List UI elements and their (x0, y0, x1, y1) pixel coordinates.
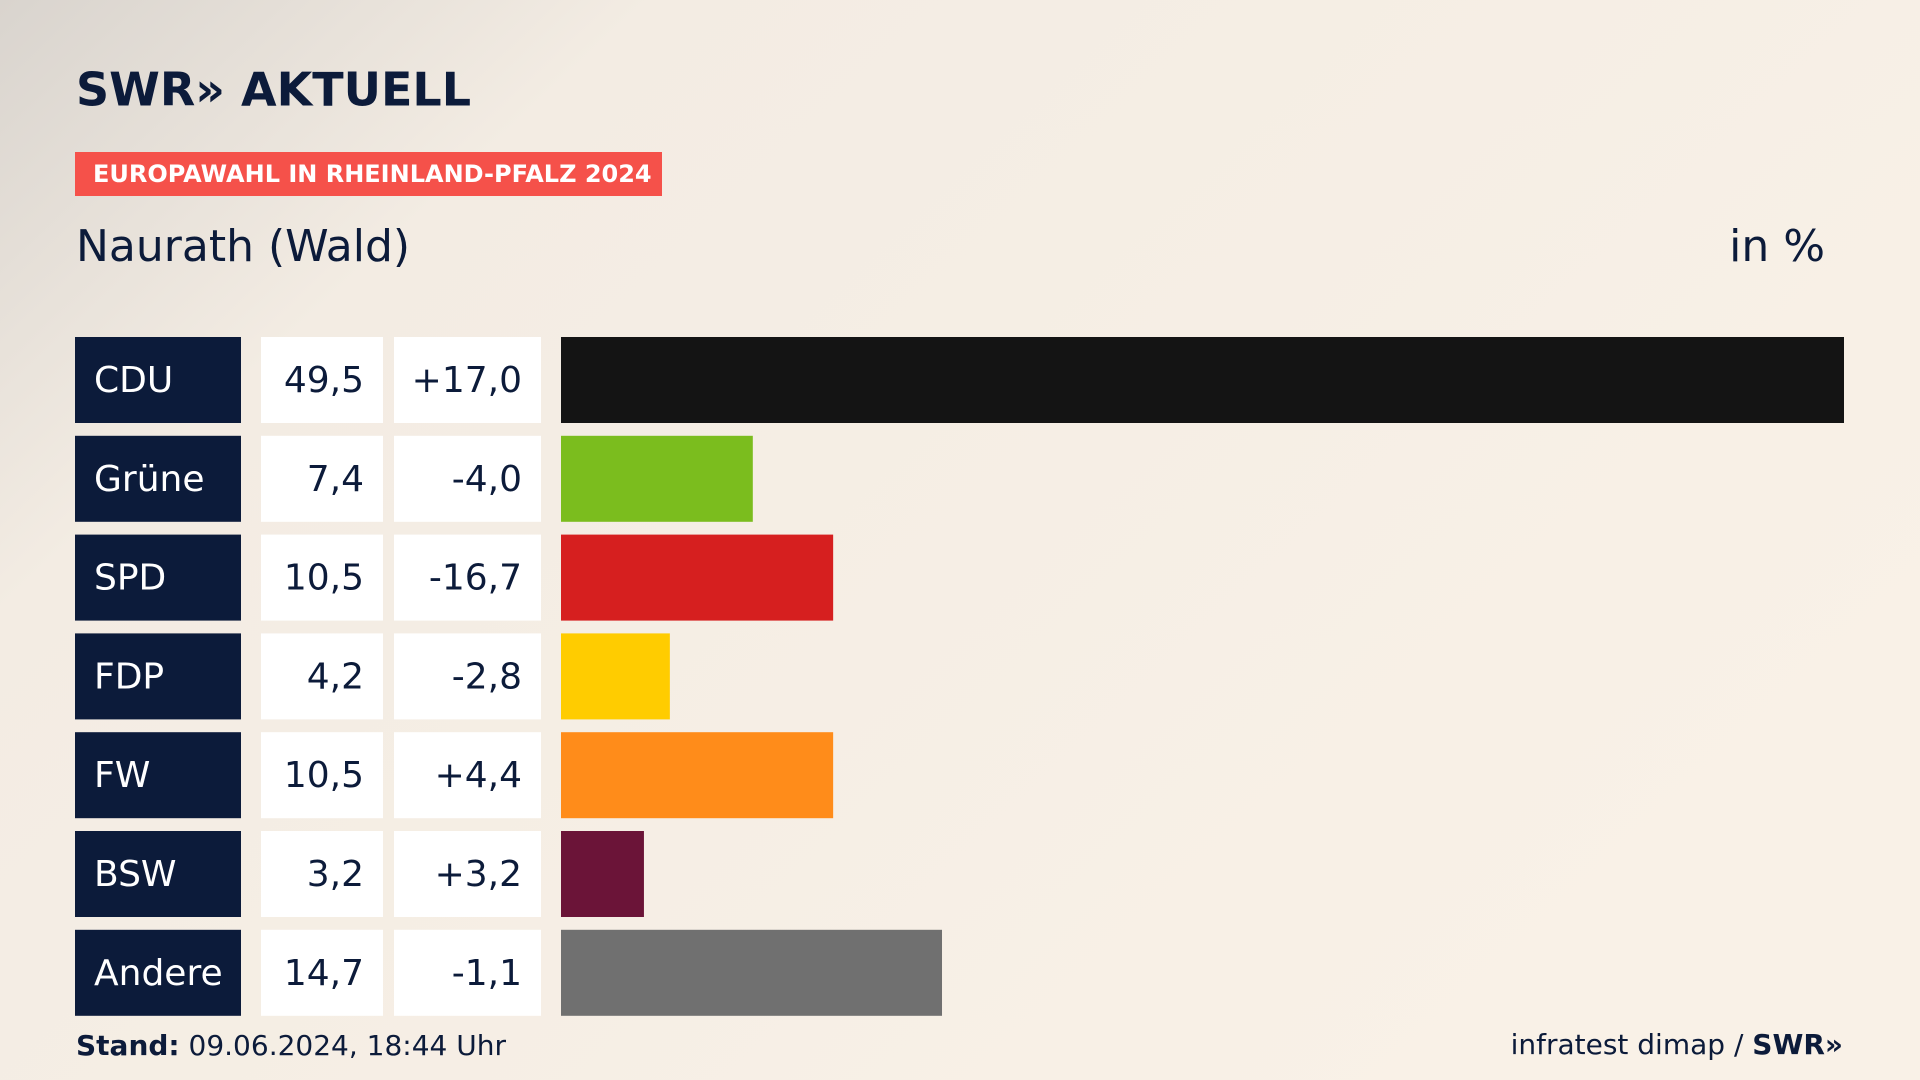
value-label: 4,2 (307, 656, 364, 697)
bar (561, 929, 943, 1016)
value-cell (261, 831, 383, 917)
change-label: +17,0 (412, 360, 522, 401)
party-cell (75, 337, 241, 423)
value-cell (261, 337, 383, 423)
value-label: 3,2 (307, 854, 364, 895)
bar (561, 831, 644, 917)
source-brand: SWR» (1752, 1028, 1843, 1061)
change-cell (394, 633, 541, 720)
value-cell (261, 435, 383, 522)
party-label: CDU (94, 360, 173, 401)
party-cell (75, 633, 241, 720)
change-label: -2,8 (452, 656, 522, 697)
change-cell (394, 534, 541, 621)
party-label: Grüne (94, 459, 204, 500)
party-cell (75, 435, 241, 522)
change-label: +3,2 (435, 854, 522, 895)
tag: EUROPAWAHL IN RHEINLAND-PFALZ 2024 (93, 160, 652, 188)
party-label: Andere (94, 953, 223, 994)
unit-label: in % (1729, 221, 1825, 272)
footer-stand: Stand: 09.06.2024, 18:44 Uhr (76, 1029, 506, 1062)
change-cell (394, 831, 541, 917)
change-label: -1,1 (452, 953, 522, 994)
value-label: 10,5 (284, 755, 364, 796)
source: infratest dimap / (1511, 1028, 1744, 1061)
brand-logo: SWR» AKTUELL (76, 63, 471, 117)
footer-source: infratest dimap / SWR» (1511, 1028, 1843, 1061)
value-cell (261, 633, 383, 720)
change-cell (394, 929, 541, 1016)
value-cell (261, 534, 383, 621)
party-cell (75, 534, 241, 621)
party-label: BSW (94, 854, 177, 895)
party-cell (75, 831, 241, 917)
value-label: 49,5 (284, 360, 364, 401)
change-label: -4,0 (452, 459, 522, 500)
value-label: 14,7 (284, 953, 364, 994)
bar (561, 633, 670, 720)
stand-label: Stand: (76, 1029, 180, 1062)
value-label: 7,4 (307, 459, 364, 500)
bar (561, 534, 834, 621)
party-label: SPD (94, 558, 166, 599)
change-cell (394, 337, 541, 423)
tag-box (75, 152, 662, 196)
value-label: 10,5 (284, 558, 364, 599)
party-cell (75, 929, 241, 1016)
chart-title: Naurath (Wald) (76, 221, 410, 272)
change-cell (394, 435, 541, 522)
bar (561, 732, 834, 819)
change-label: +4,4 (435, 755, 522, 796)
change-cell (394, 732, 541, 819)
value-cell (261, 732, 383, 819)
stand-date: 09.06.2024, 18:44 Uhr (189, 1029, 507, 1062)
party-cell (75, 732, 241, 819)
party-label: FDP (94, 656, 164, 697)
party-label: FW (94, 755, 150, 796)
change-label: -16,7 (429, 558, 522, 599)
bar (561, 435, 753, 522)
bar (561, 337, 1844, 423)
value-cell (261, 929, 383, 1016)
